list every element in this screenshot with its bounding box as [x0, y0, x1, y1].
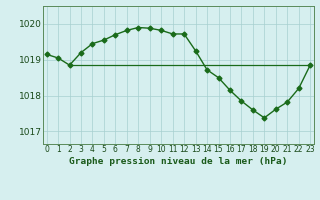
X-axis label: Graphe pression niveau de la mer (hPa): Graphe pression niveau de la mer (hPa) [69, 157, 288, 166]
